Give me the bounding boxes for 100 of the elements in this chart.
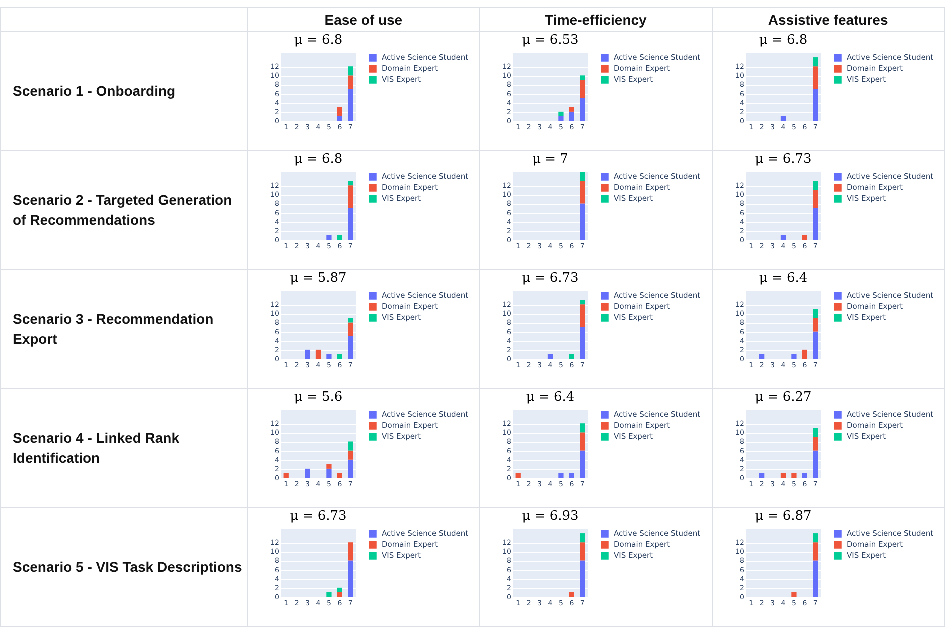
bar — [580, 450, 586, 478]
chart-title: μ = 6.8 — [294, 152, 343, 167]
bar — [305, 350, 310, 359]
bar — [580, 98, 586, 121]
bar — [812, 534, 818, 543]
chart-title: μ = 6.73 — [290, 509, 347, 524]
bar — [812, 190, 818, 208]
bar — [337, 592, 342, 597]
chart-title: μ = 6.27 — [754, 390, 812, 405]
bar — [780, 473, 786, 478]
chart-title: μ = 6.73 — [522, 271, 580, 286]
bar — [802, 235, 808, 240]
chart-title: μ = 6.4 — [526, 390, 575, 405]
bar — [580, 560, 586, 597]
bar — [348, 542, 354, 561]
bar — [780, 116, 786, 121]
chart-title: μ = 6.8 — [294, 33, 343, 48]
bar — [316, 350, 322, 359]
bar — [812, 332, 818, 359]
bar — [791, 473, 796, 478]
bar — [337, 116, 342, 121]
bar — [812, 309, 818, 318]
bar — [348, 336, 354, 359]
bar — [548, 354, 554, 359]
bar — [326, 464, 332, 469]
chart-title: μ = 6.4 — [759, 271, 808, 286]
bar — [580, 300, 586, 305]
category-label: Assistive features — [712, 8, 944, 32]
bar — [337, 235, 342, 240]
bar — [284, 473, 289, 478]
bar — [812, 66, 818, 90]
bar — [580, 304, 586, 328]
bar — [759, 473, 764, 478]
bar — [348, 460, 354, 478]
chart-title: μ = 6.73 — [754, 152, 812, 167]
category-label: Scenario 2 - Targeted Generation of Recommendations — [13, 192, 232, 228]
bar — [580, 432, 586, 451]
bar — [305, 468, 310, 478]
bar — [580, 542, 586, 561]
bar — [348, 186, 354, 208]
bar — [580, 76, 586, 80]
bar — [348, 66, 354, 76]
chart-title: μ = 6.8 — [759, 33, 808, 48]
bar — [516, 473, 522, 478]
bar — [580, 327, 586, 359]
bar — [812, 58, 818, 67]
bar — [326, 354, 332, 359]
bar — [759, 354, 764, 359]
bar — [326, 468, 332, 478]
category-label: Scenario 5 - VIS Task Descriptions — [13, 559, 242, 575]
bar — [337, 473, 342, 478]
bar — [570, 354, 575, 359]
bar — [802, 473, 808, 478]
bar — [580, 534, 586, 543]
bar — [812, 318, 818, 332]
bar — [558, 116, 564, 121]
category-label: Scenario 4 - Linked Rank Identification — [13, 430, 180, 466]
bar — [337, 354, 342, 359]
chart-title: μ = 5.6 — [294, 390, 343, 405]
bar — [348, 181, 354, 186]
bar — [812, 437, 818, 451]
bar — [580, 424, 586, 433]
bar — [348, 318, 354, 323]
category-label: Scenario 1 - Onboarding — [13, 83, 176, 99]
bar — [337, 107, 342, 116]
bar — [812, 208, 818, 240]
bar — [348, 208, 354, 240]
bar — [348, 89, 354, 121]
bar — [802, 350, 808, 359]
bar — [812, 428, 818, 438]
bar — [337, 588, 342, 592]
bar — [348, 322, 354, 336]
bar — [580, 80, 586, 98]
bar — [326, 592, 332, 597]
bar — [558, 112, 564, 116]
category-label: Ease of use — [248, 8, 480, 32]
bar — [780, 235, 786, 240]
chart-title: μ = 7 — [532, 152, 569, 167]
bar — [348, 450, 354, 460]
bar — [791, 354, 796, 359]
chart-title: μ = 6.53 — [522, 33, 580, 48]
bar — [570, 473, 575, 478]
bar — [348, 76, 354, 90]
bar — [570, 107, 575, 112]
bar — [348, 560, 354, 597]
bar — [812, 560, 818, 597]
bar — [812, 181, 818, 190]
chart-title: μ = 6.87 — [754, 509, 812, 524]
bar — [570, 592, 575, 597]
bar — [570, 112, 575, 121]
category-label: Scenario 3 - Recommendation Export — [13, 311, 214, 347]
chart-title: μ = 5.87 — [290, 271, 347, 286]
bar — [348, 442, 354, 451]
category-label: Time-efficiency — [480, 8, 712, 32]
bar — [558, 473, 564, 478]
chart-title: μ = 6.93 — [522, 509, 580, 524]
bar — [812, 542, 818, 561]
bar — [812, 89, 818, 121]
bar — [326, 235, 332, 240]
bar — [791, 592, 796, 597]
